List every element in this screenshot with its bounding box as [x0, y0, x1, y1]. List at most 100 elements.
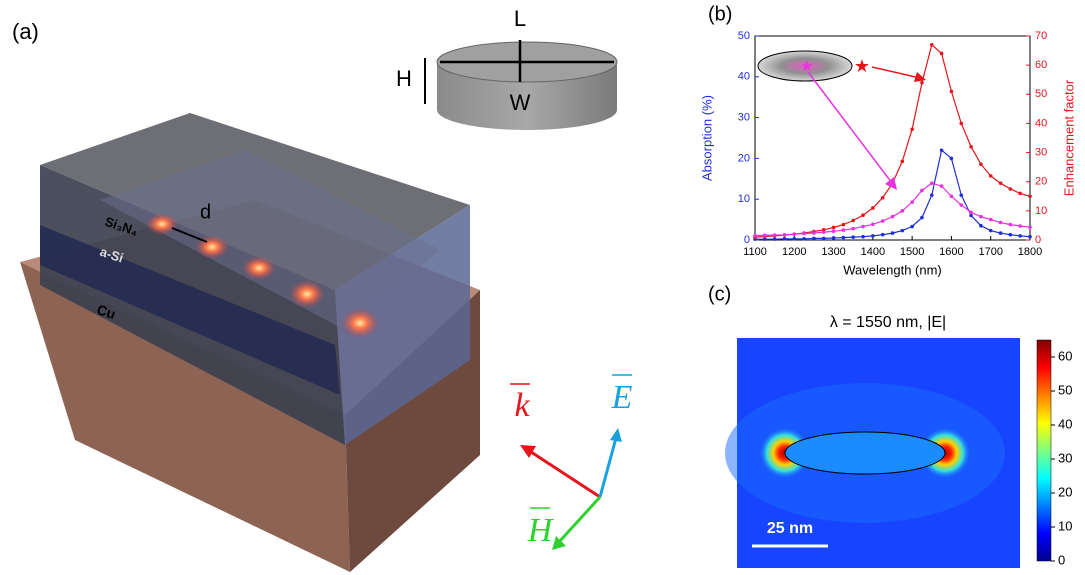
marker	[783, 237, 787, 241]
figure: (a) d Si₃N₄ a-Si Cu L H W k	[0, 0, 1085, 575]
colorbar-tick-label: 50	[1058, 382, 1072, 397]
colorbar	[1037, 340, 1051, 561]
marker	[940, 184, 944, 188]
marker	[950, 90, 954, 94]
x-tick-label: 1800	[1018, 246, 1042, 258]
marker	[999, 221, 1003, 225]
marker	[792, 237, 796, 241]
vector-label: E	[611, 379, 633, 416]
marker	[989, 229, 993, 233]
star: ★	[854, 56, 870, 76]
y-tick-label: 0	[744, 234, 750, 246]
marker	[832, 226, 836, 230]
panel-label: (b)	[708, 3, 732, 25]
marker	[891, 231, 895, 235]
marker	[940, 148, 944, 152]
marker	[842, 223, 846, 227]
marker	[871, 206, 875, 210]
colorbar-tick-label: 60	[1058, 348, 1072, 363]
marker	[930, 193, 934, 197]
marker	[979, 162, 983, 166]
marker	[832, 236, 836, 240]
marker	[910, 225, 914, 229]
marker	[822, 237, 826, 241]
marker	[969, 145, 973, 149]
x-tick-label: 1700	[978, 246, 1002, 258]
marker	[881, 196, 885, 200]
marker	[1018, 224, 1022, 228]
marker	[969, 211, 973, 215]
marker	[930, 181, 934, 185]
y2-tick-label: 40	[1035, 117, 1047, 129]
marker	[832, 229, 836, 233]
x-axis-label: Wavelength (nm)	[843, 262, 942, 277]
marker	[802, 237, 806, 241]
panel-label: (c)	[708, 283, 731, 305]
marker	[792, 232, 796, 236]
marker	[920, 81, 924, 85]
colorbar-tick-label: 40	[1058, 416, 1072, 431]
marker	[950, 194, 954, 198]
marker	[1009, 223, 1013, 227]
marker	[842, 236, 846, 240]
panel-label: (a)	[12, 19, 39, 44]
marker	[871, 234, 875, 238]
marker	[989, 174, 993, 178]
marker	[969, 214, 973, 218]
star: ★	[800, 58, 813, 75]
y2-axis-label: Enhancement factor	[1061, 79, 1076, 196]
marker	[999, 231, 1003, 235]
marker	[1018, 192, 1022, 196]
y-tick-label: 40	[738, 71, 750, 83]
y-tick-label: 20	[738, 152, 750, 164]
dim-label: W	[510, 90, 531, 115]
y-tick-label: 10	[738, 193, 750, 205]
x-tick-label: 1500	[900, 246, 924, 258]
marker	[1028, 225, 1032, 229]
y2-tick-label: 10	[1035, 205, 1047, 217]
marker	[910, 127, 914, 131]
marker	[1028, 235, 1032, 239]
marker	[989, 218, 993, 222]
arrow	[872, 67, 920, 78]
marker	[891, 215, 895, 219]
colorbar-tick-label: 10	[1058, 518, 1072, 533]
marker	[920, 189, 924, 193]
y-tick-label: 50	[738, 30, 750, 42]
colorbar-tick-label: 20	[1058, 484, 1072, 499]
y2-tick-label: 70	[1035, 30, 1047, 42]
x-tick-label: 1300	[821, 246, 845, 258]
marker	[901, 209, 905, 213]
particle	[785, 432, 945, 474]
marker	[861, 235, 865, 239]
marker	[812, 231, 816, 235]
x-tick-label: 1400	[861, 246, 885, 258]
marker	[842, 228, 846, 232]
y2-tick-label: 0	[1035, 234, 1041, 246]
marker	[959, 203, 963, 207]
y2-tick-label: 20	[1035, 176, 1047, 188]
marker	[851, 227, 855, 231]
marker	[979, 224, 983, 228]
marker	[901, 160, 905, 164]
vector-label: H	[527, 512, 555, 549]
series-line	[755, 183, 1030, 235]
marker	[812, 237, 816, 241]
marker	[1009, 187, 1013, 191]
marker	[773, 233, 777, 237]
marker	[753, 234, 757, 238]
marker	[920, 216, 924, 220]
marker	[763, 234, 767, 238]
marker	[901, 229, 905, 233]
arrow-head	[885, 177, 897, 190]
x-tick-label: 1100	[743, 246, 767, 258]
colorbar-tick-label: 0	[1058, 552, 1065, 567]
marker	[959, 122, 963, 126]
y2-tick-label: 30	[1035, 146, 1047, 158]
y-tick-label: 30	[738, 112, 750, 124]
x-tick-label: 1600	[939, 246, 963, 258]
marker	[881, 233, 885, 237]
marker	[930, 43, 934, 47]
marker	[950, 157, 954, 161]
marker	[871, 222, 875, 226]
